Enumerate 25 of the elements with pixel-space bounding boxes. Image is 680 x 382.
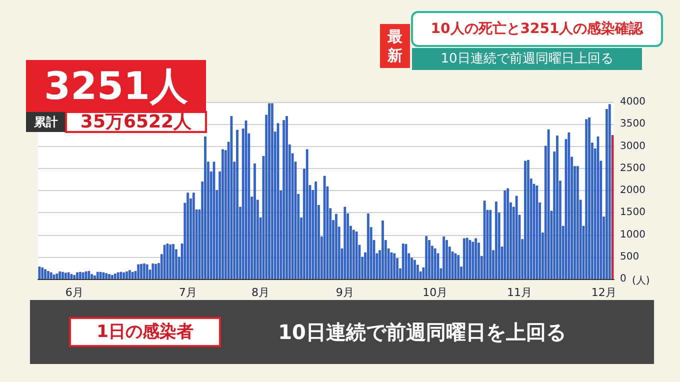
y-axis-title: (人) — [632, 276, 650, 286]
y-tick-label: 1000 — [620, 229, 646, 240]
y-tick-label: 4000 — [620, 96, 646, 108]
y-tick-label: 3000 — [620, 140, 646, 152]
y-tick-label: 1500 — [620, 207, 646, 218]
annotation: 累計 — [33, 115, 58, 129]
chart-title: 10人の死亡と3251人の感染確認 — [430, 20, 644, 37]
text: 1日の感染者 — [96, 322, 194, 342]
chart-subtitle: 10日連続で前週同曜日上回る — [440, 52, 614, 66]
x-tick-label: 10月 — [422, 286, 448, 299]
x-tick-label: 7月 — [178, 286, 197, 299]
y-tick-label: 2500 — [620, 162, 646, 174]
x-tick-label: 8月 — [252, 286, 270, 299]
y-tick-label: 500 — [620, 251, 640, 262]
y-tick-label: 3500 — [620, 118, 646, 130]
x-tick-label: 11月 — [506, 286, 532, 299]
x-tick-label: 9月 — [336, 286, 354, 299]
text: 10日連続で前週同曜日を上回る — [278, 320, 566, 344]
x-tick-label: 12月 — [591, 286, 616, 299]
y-tick-label: 0 — [620, 274, 626, 284]
x-tick-label: 6月 — [65, 286, 84, 299]
y-tick-label: 2000 — [620, 185, 646, 196]
annotation: 35万6522人 — [80, 112, 193, 132]
text: 最新 — [386, 28, 402, 64]
annotation: 3251人 — [44, 64, 188, 108]
